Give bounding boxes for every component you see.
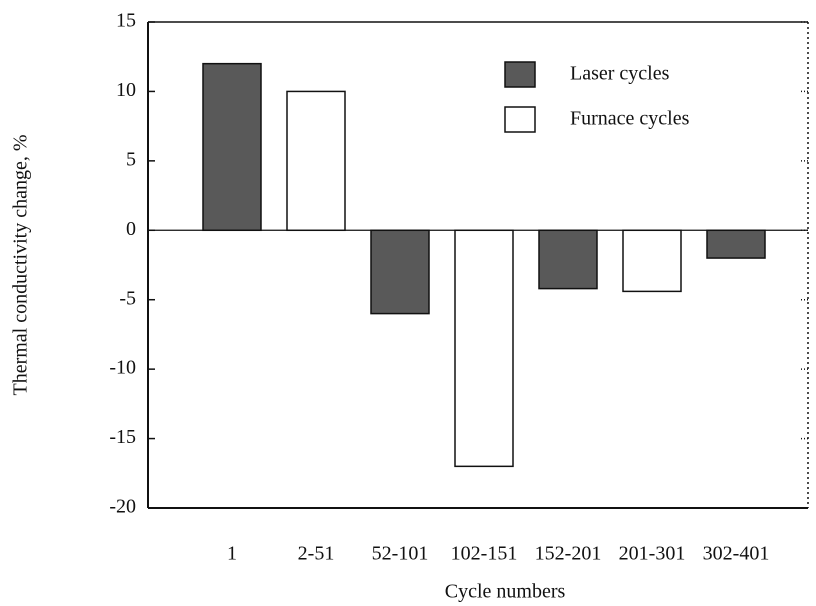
y-tick-label: -20 [109, 496, 136, 518]
bar [622, 229, 682, 293]
legend-swatch [504, 61, 536, 88]
y-tick-label: -5 [119, 287, 136, 309]
legend-label: Laser cycles [570, 63, 670, 85]
y-tick-label: 5 [126, 148, 136, 170]
x-tick-label: 201-301 [619, 543, 686, 565]
bar [286, 90, 346, 232]
bar [454, 229, 514, 468]
x-tick-label: 52-101 [372, 543, 429, 565]
x-axis-title: Cycle numbers [445, 581, 566, 603]
y-tick-label: 15 [116, 10, 136, 32]
x-tick-label: 302-401 [703, 543, 770, 565]
x-tick-label: 102-151 [451, 543, 518, 565]
bar [202, 62, 262, 232]
x-tick-label: 1 [227, 543, 237, 565]
y-axis-title: Thermal conductivity change, % [10, 134, 32, 395]
bar [370, 229, 430, 315]
y-tick-label: -15 [109, 426, 136, 448]
y-tick-label: 10 [116, 79, 136, 101]
bar [538, 229, 598, 290]
legend-swatch [504, 106, 536, 133]
x-tick-label: 2-51 [298, 543, 335, 565]
y-tick-label: 0 [126, 218, 136, 240]
x-tick-label: 152-201 [535, 543, 602, 565]
y-tick-label: -10 [109, 357, 136, 379]
legend-label: Furnace cycles [570, 108, 690, 130]
bar [706, 229, 766, 259]
